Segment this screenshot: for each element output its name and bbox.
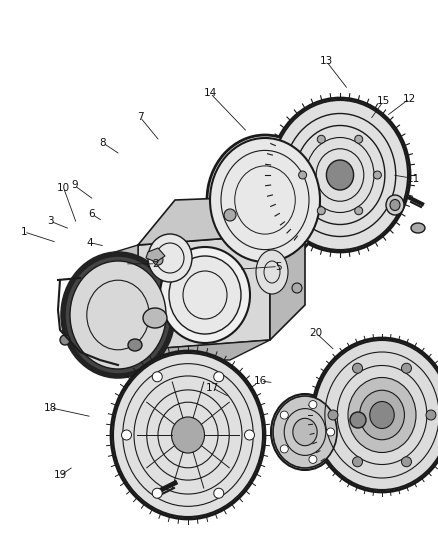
Ellipse shape (326, 160, 353, 190)
Ellipse shape (292, 283, 302, 293)
Text: 12: 12 (403, 94, 416, 103)
Ellipse shape (224, 209, 236, 221)
Ellipse shape (374, 171, 381, 179)
Ellipse shape (214, 372, 224, 382)
Ellipse shape (402, 457, 411, 467)
Polygon shape (138, 195, 305, 245)
Ellipse shape (386, 195, 404, 215)
Ellipse shape (370, 401, 394, 429)
Text: 13: 13 (320, 56, 333, 66)
Text: 7: 7 (137, 112, 144, 122)
Ellipse shape (148, 234, 192, 282)
Ellipse shape (160, 247, 250, 343)
Text: 15: 15 (377, 96, 390, 106)
Text: 1: 1 (21, 227, 28, 237)
Text: 19: 19 (54, 471, 67, 480)
Ellipse shape (271, 394, 339, 470)
Ellipse shape (273, 396, 337, 468)
Ellipse shape (350, 412, 366, 428)
Polygon shape (146, 248, 165, 262)
Ellipse shape (280, 445, 288, 453)
Ellipse shape (309, 455, 317, 463)
Ellipse shape (328, 410, 338, 420)
Ellipse shape (355, 207, 363, 215)
Ellipse shape (63, 254, 173, 376)
Ellipse shape (353, 457, 363, 467)
Ellipse shape (256, 250, 288, 294)
Ellipse shape (270, 98, 410, 252)
Ellipse shape (402, 363, 411, 373)
Ellipse shape (390, 199, 400, 211)
Ellipse shape (355, 135, 363, 143)
Text: 20: 20 (310, 328, 323, 338)
Ellipse shape (293, 418, 317, 446)
Ellipse shape (143, 308, 167, 328)
Ellipse shape (172, 417, 205, 453)
Ellipse shape (312, 338, 438, 492)
Ellipse shape (299, 171, 307, 179)
Ellipse shape (111, 351, 265, 519)
Ellipse shape (153, 255, 163, 265)
Ellipse shape (327, 428, 335, 436)
Ellipse shape (210, 138, 320, 262)
Ellipse shape (353, 363, 363, 373)
Text: 8: 8 (99, 138, 106, 148)
Ellipse shape (152, 488, 162, 498)
Text: 18: 18 (44, 403, 57, 413)
Polygon shape (105, 245, 138, 360)
Ellipse shape (152, 372, 162, 382)
Ellipse shape (317, 207, 325, 215)
Text: 11: 11 (407, 174, 420, 183)
Ellipse shape (426, 410, 436, 420)
Text: 2: 2 (152, 259, 159, 269)
Ellipse shape (128, 339, 142, 351)
Text: 5: 5 (275, 262, 282, 271)
Ellipse shape (121, 430, 131, 440)
Ellipse shape (70, 261, 166, 369)
Ellipse shape (360, 390, 404, 440)
Polygon shape (138, 340, 270, 360)
Ellipse shape (280, 411, 288, 419)
Text: 3: 3 (47, 216, 54, 226)
Ellipse shape (272, 100, 408, 250)
Text: 10: 10 (57, 183, 70, 192)
Text: 9: 9 (71, 181, 78, 190)
Text: 16: 16 (254, 376, 267, 386)
Polygon shape (138, 235, 270, 350)
Ellipse shape (309, 401, 317, 409)
Text: 17: 17 (206, 383, 219, 393)
Ellipse shape (169, 256, 241, 334)
Ellipse shape (411, 223, 425, 233)
Ellipse shape (348, 377, 416, 453)
Ellipse shape (214, 488, 224, 498)
Ellipse shape (60, 335, 70, 345)
Ellipse shape (113, 353, 263, 517)
Polygon shape (270, 195, 305, 340)
Ellipse shape (244, 430, 254, 440)
Text: 14: 14 (204, 88, 217, 98)
Ellipse shape (207, 135, 323, 265)
Ellipse shape (317, 135, 325, 143)
Text: 6: 6 (88, 209, 95, 219)
Ellipse shape (314, 340, 438, 490)
Text: 4: 4 (86, 238, 93, 247)
